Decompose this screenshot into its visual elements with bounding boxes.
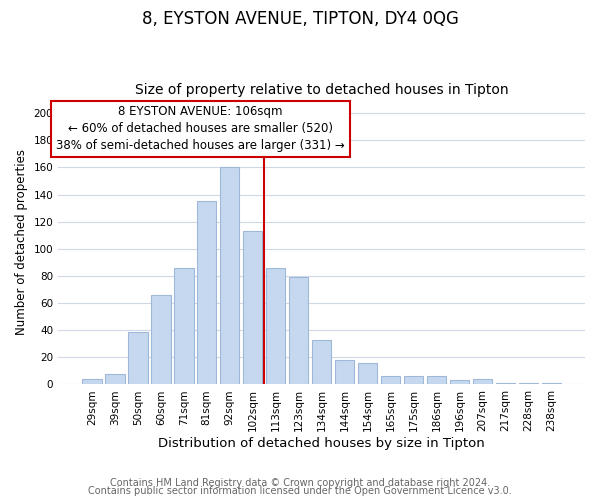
Bar (473, 379, 492, 384)
Y-axis label: Number of detached properties: Number of detached properties (15, 149, 28, 335)
Bar (151, 295, 170, 384)
Bar (105, 374, 125, 384)
Bar (174, 268, 194, 384)
Bar (518, 383, 538, 384)
Title: Size of property relative to detached houses in Tipton: Size of property relative to detached ho… (135, 83, 508, 97)
Bar (358, 363, 377, 384)
Text: Contains public sector information licensed under the Open Government Licence v3: Contains public sector information licen… (88, 486, 512, 496)
Text: Contains HM Land Registry data © Crown copyright and database right 2024.: Contains HM Land Registry data © Crown c… (110, 478, 490, 488)
Bar (449, 380, 469, 384)
Bar (404, 376, 423, 384)
Bar (266, 268, 286, 384)
Bar (335, 360, 355, 384)
Bar (312, 340, 331, 384)
Bar (496, 383, 515, 384)
X-axis label: Distribution of detached houses by size in Tipton: Distribution of detached houses by size … (158, 437, 485, 450)
Bar (82, 379, 101, 384)
Bar (220, 168, 239, 384)
Bar (128, 332, 148, 384)
Bar (243, 231, 262, 384)
Bar (542, 383, 561, 384)
Bar (197, 202, 217, 384)
Bar (289, 278, 308, 384)
Bar (427, 376, 446, 384)
Text: 8 EYSTON AVENUE: 106sqm
← 60% of detached houses are smaller (520)
38% of semi-d: 8 EYSTON AVENUE: 106sqm ← 60% of detache… (56, 106, 345, 152)
Text: 8, EYSTON AVENUE, TIPTON, DY4 0QG: 8, EYSTON AVENUE, TIPTON, DY4 0QG (142, 10, 458, 28)
Bar (381, 376, 400, 384)
